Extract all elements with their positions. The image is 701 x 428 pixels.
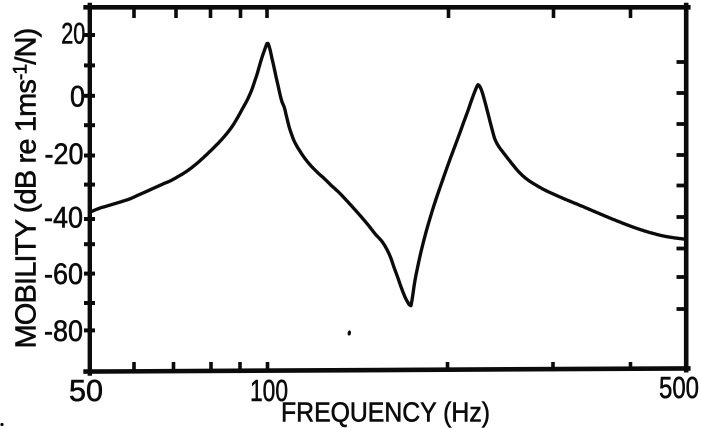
svg-text:100: 100: [250, 373, 288, 408]
svg-text:20: 20: [61, 18, 85, 51]
svg-text:50: 50: [69, 373, 103, 408]
svg-text:MOBILITY (dB re 1ms-1/N): MOBILITY (dB re 1ms-1/N): [11, 29, 43, 349]
svg-text:-80: -80: [44, 315, 83, 348]
svg-text:-20: -20: [45, 138, 84, 171]
svg-text:500: 500: [659, 370, 699, 405]
svg-text:FREQUENCY (Hz): FREQUENCY (Hz): [281, 397, 490, 428]
svg-text:0: 0: [70, 81, 85, 114]
svg-text:-60: -60: [44, 258, 83, 291]
svg-text:-40: -40: [44, 202, 83, 235]
